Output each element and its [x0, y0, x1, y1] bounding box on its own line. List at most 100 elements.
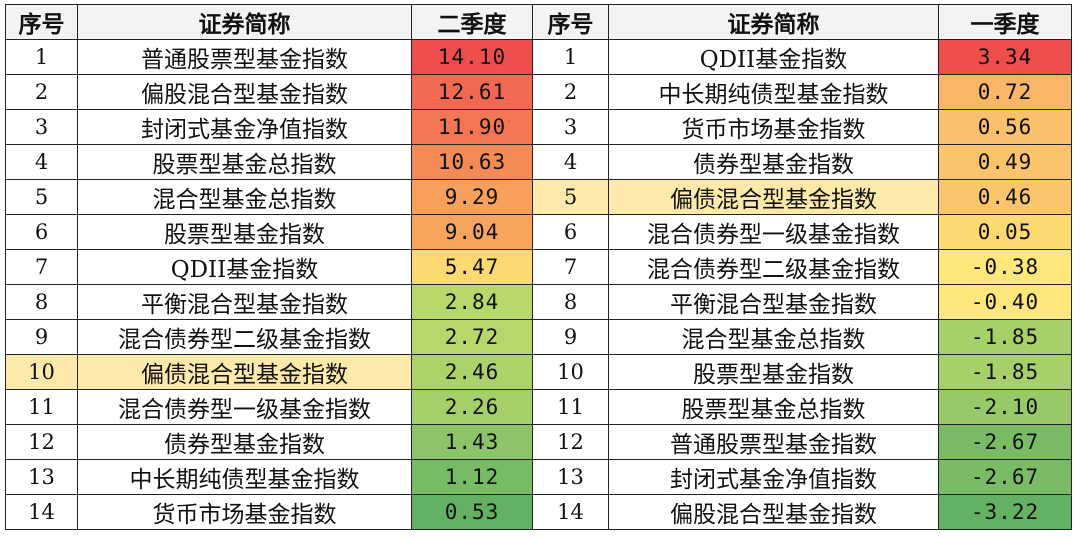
q1-rank-cell: 3 — [532, 109, 609, 145]
q2-return-cell: 14.10 — [411, 39, 533, 75]
q2-fund-name-cell: 混合债券型二级基金指数 — [77, 319, 412, 355]
table-row: 13 中长期纯债型基金指数 1.12 13 封闭式基金净值指数 -2.67 — [5, 459, 1072, 495]
q1-rank-cell: 7 — [532, 249, 609, 285]
table-row: 12 债券型基金指数 1.43 12 普通股票型基金指数 -2.67 — [5, 424, 1072, 460]
q1-fund-name-cell: 普通股票型基金指数 — [608, 424, 939, 460]
q2-return-cell: 2.46 — [411, 354, 533, 390]
q2-rank-cell: 1 — [5, 39, 78, 75]
q1-return-cell: -2.67 — [938, 459, 1072, 495]
q2-fund-name-cell: 偏债混合型基金指数 — [77, 354, 412, 390]
q1-rank-cell: 13 — [532, 459, 609, 495]
q1-return-cell: 3.34 — [938, 39, 1072, 75]
table-row: 11 混合债券型一级基金指数 2.26 11 股票型基金总指数 -2.10 — [5, 389, 1072, 425]
table-row: 4 股票型基金总指数 10.63 4 债券型基金指数 0.49 — [5, 144, 1072, 180]
header-q1-value: 一季度 — [938, 4, 1072, 40]
q1-fund-name-cell: 股票型基金指数 — [608, 354, 939, 390]
q2-return-cell: 1.43 — [411, 424, 533, 460]
q1-rank-cell: 2 — [532, 74, 609, 110]
q1-rank-cell: 4 — [532, 144, 609, 180]
q1-return-cell: 0.05 — [938, 214, 1072, 250]
q1-fund-name-cell: 混合型基金总指数 — [608, 319, 939, 355]
q1-fund-name-cell: 货币市场基金指数 — [608, 109, 939, 145]
q2-rank-cell: 7 — [5, 249, 78, 285]
q1-return-cell: -1.85 — [938, 319, 1072, 355]
q1-fund-name-cell: 债券型基金指数 — [608, 144, 939, 180]
table-row: 5 混合型基金总指数 9.29 5 偏债混合型基金指数 0.46 — [5, 179, 1072, 215]
q2-rank-cell: 4 — [5, 144, 78, 180]
q1-rank-cell: 1 — [532, 39, 609, 75]
header-row: 序号 证券简称 二季度 序号 证券简称 一季度 — [5, 4, 1072, 40]
q2-fund-name-cell: QDII基金指数 — [77, 249, 412, 285]
q2-rank-cell: 11 — [5, 389, 78, 425]
table-row: 1 普通股票型基金指数 14.10 1 QDII基金指数 3.34 — [5, 39, 1072, 75]
table-row: 3 封闭式基金净值指数 11.90 3 货币市场基金指数 0.56 — [5, 109, 1072, 145]
q2-return-cell: 9.29 — [411, 179, 533, 215]
q2-return-cell: 11.90 — [411, 109, 533, 145]
q1-fund-name-cell: 混合债券型一级基金指数 — [608, 214, 939, 250]
q1-fund-name-cell: 中长期纯债型基金指数 — [608, 74, 939, 110]
q1-rank-cell: 9 — [532, 319, 609, 355]
q2-rank-cell: 14 — [5, 494, 78, 530]
q1-fund-name-cell: QDII基金指数 — [608, 39, 939, 75]
q1-fund-name-cell: 平衡混合型基金指数 — [608, 284, 939, 320]
q1-return-cell: -0.38 — [938, 249, 1072, 285]
q1-rank-cell: 8 — [532, 284, 609, 320]
table-row: 9 混合债券型二级基金指数 2.72 9 混合型基金总指数 -1.85 — [5, 319, 1072, 355]
q2-return-cell: 5.47 — [411, 249, 533, 285]
q1-return-cell: -0.40 — [938, 284, 1072, 320]
q2-rank-cell: 13 — [5, 459, 78, 495]
q1-return-cell: 0.46 — [938, 179, 1072, 215]
header-q2-name: 证券简称 — [77, 4, 412, 40]
q1-rank-cell: 6 — [532, 214, 609, 250]
q1-fund-name-cell: 股票型基金总指数 — [608, 389, 939, 425]
q2-fund-name-cell: 中长期纯债型基金指数 — [77, 459, 412, 495]
q2-return-cell: 2.72 — [411, 319, 533, 355]
q1-fund-name-cell: 混合债券型二级基金指数 — [608, 249, 939, 285]
table-row: 6 股票型基金指数 9.04 6 混合债券型一级基金指数 0.05 — [5, 214, 1072, 250]
q2-fund-name-cell: 平衡混合型基金指数 — [77, 284, 412, 320]
fund-index-returns-table: 序号 证券简称 二季度 序号 证券简称 一季度 1 普通股票型基金指数 14.10 1… — [5, 4, 1072, 530]
q2-rank-cell: 12 — [5, 424, 78, 460]
header-q1-rank: 序号 — [532, 4, 609, 40]
header-q1-name: 证券简称 — [608, 4, 939, 40]
q1-return-cell: 0.72 — [938, 74, 1072, 110]
table-row: 10 偏债混合型基金指数 2.46 10 股票型基金指数 -1.85 — [5, 354, 1072, 390]
table-row: 14 货币市场基金指数 0.53 14 偏股混合型基金指数 -3.22 — [5, 494, 1072, 530]
q1-rank-cell: 5 — [532, 179, 609, 215]
q1-rank-cell: 10 — [532, 354, 609, 390]
q2-fund-name-cell: 货币市场基金指数 — [77, 494, 412, 530]
q2-return-cell: 2.84 — [411, 284, 533, 320]
q2-return-cell: 2.26 — [411, 389, 533, 425]
table-row: 2 偏股混合型基金指数 12.61 2 中长期纯债型基金指数 0.72 — [5, 74, 1072, 110]
q1-return-cell: -3.22 — [938, 494, 1072, 530]
q2-return-cell: 10.63 — [411, 144, 533, 180]
q2-rank-cell: 8 — [5, 284, 78, 320]
q2-return-cell: 1.12 — [411, 459, 533, 495]
q1-return-cell: 0.56 — [938, 109, 1072, 145]
q1-rank-cell: 11 — [532, 389, 609, 425]
q1-fund-name-cell: 偏债混合型基金指数 — [608, 179, 939, 215]
q1-return-cell: -2.67 — [938, 424, 1072, 460]
header-q2-value: 二季度 — [411, 4, 533, 40]
q1-fund-name-cell: 偏股混合型基金指数 — [608, 494, 939, 530]
q2-rank-cell: 10 — [5, 354, 78, 390]
q1-fund-name-cell: 封闭式基金净值指数 — [608, 459, 939, 495]
q2-rank-cell: 5 — [5, 179, 78, 215]
q2-rank-cell: 2 — [5, 74, 78, 110]
q2-return-cell: 0.53 — [411, 494, 533, 530]
q2-rank-cell: 9 — [5, 319, 78, 355]
q2-rank-cell: 6 — [5, 214, 78, 250]
q2-fund-name-cell: 普通股票型基金指数 — [77, 39, 412, 75]
header-q2-rank: 序号 — [5, 4, 78, 40]
q1-return-cell: -1.85 — [938, 354, 1072, 390]
table-body: 1 普通股票型基金指数 14.10 1 QDII基金指数 3.34 2 偏股混合型基金指数 12… — [5, 39, 1072, 530]
q2-return-cell: 12.61 — [411, 74, 533, 110]
q2-fund-name-cell: 偏股混合型基金指数 — [77, 74, 412, 110]
q2-fund-name-cell: 混合型基金总指数 — [77, 179, 412, 215]
q1-rank-cell: 14 — [532, 494, 609, 530]
table-row: 7 QDII基金指数 5.47 7 混合债券型二级基金指数 -0.38 — [5, 249, 1072, 285]
q2-rank-cell: 3 — [5, 109, 78, 145]
q2-fund-name-cell: 债券型基金指数 — [77, 424, 412, 460]
q1-return-cell: -2.10 — [938, 389, 1072, 425]
q2-fund-name-cell: 混合债券型一级基金指数 — [77, 389, 412, 425]
